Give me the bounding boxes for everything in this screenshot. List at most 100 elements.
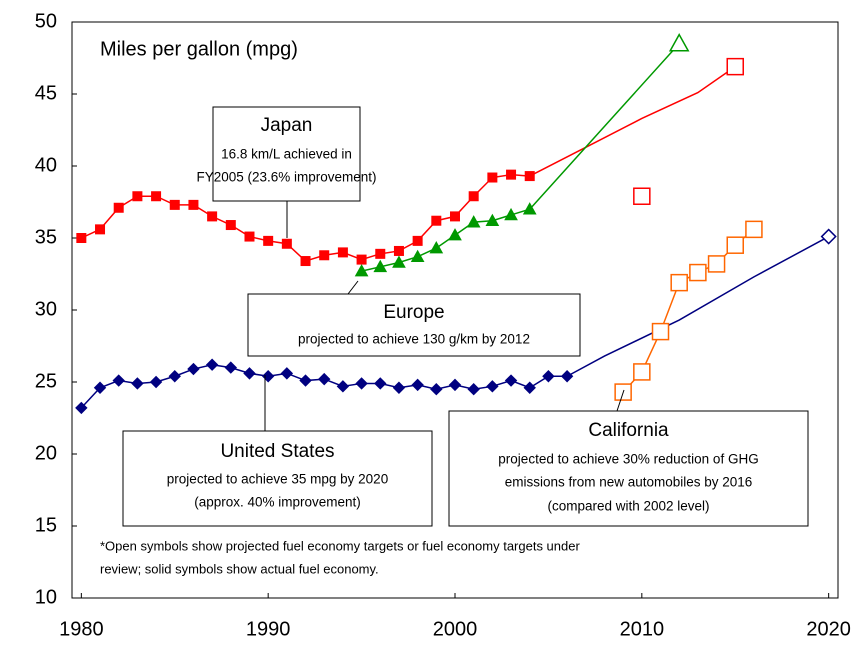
point [450, 211, 460, 222]
point [337, 247, 348, 258]
point [318, 372, 331, 386]
annotation-text: emissions from new automobiles by 2016 [505, 475, 753, 490]
leader-line [347, 280, 359, 295]
point [93, 381, 107, 394]
point [504, 207, 518, 221]
annotation-box [247, 293, 581, 357]
annotation-text: projected to achieve 130 g/km by 2012 [298, 332, 530, 347]
point [392, 255, 406, 268]
point [205, 358, 219, 371]
annotation-box [448, 410, 809, 527]
point [448, 228, 462, 241]
point [392, 381, 406, 394]
point [243, 367, 256, 380]
annotation-box [212, 106, 361, 202]
point [207, 211, 218, 222]
point [132, 191, 143, 202]
point [280, 367, 294, 380]
y-tick-label: 25 [35, 370, 57, 392]
y-tick-label: 30 [35, 298, 57, 320]
y-tick-label: 40 [35, 154, 57, 176]
point [467, 382, 480, 396]
point [745, 220, 763, 239]
point [300, 256, 311, 267]
point [410, 249, 425, 263]
point [668, 33, 690, 52]
point [225, 220, 236, 231]
point [726, 57, 744, 76]
axis-label: Miles per gallon (mpg) [100, 38, 298, 60]
point [151, 191, 162, 202]
point [187, 362, 200, 376]
point [523, 381, 536, 394]
x-tick-label: 1990 [246, 618, 291, 640]
y-tick-label: 50 [35, 10, 57, 32]
point [336, 380, 350, 393]
point [112, 374, 125, 387]
y-tick-label: 10 [35, 586, 57, 608]
point [633, 187, 651, 205]
annotation-text: projected to achieve 30% reduction of GH… [498, 452, 758, 467]
point [726, 236, 744, 254]
point [448, 378, 462, 392]
point [149, 375, 163, 389]
y-tick-label: 35 [35, 226, 57, 248]
annotation-title: United States [220, 441, 334, 462]
point [319, 250, 330, 261]
point [393, 245, 404, 256]
x-tick-label: 2010 [620, 618, 665, 640]
annotation-text: projected to achieve 35 mpg by 2020 [167, 472, 388, 487]
point [506, 169, 517, 180]
point [374, 377, 387, 390]
series-line [566, 235, 830, 377]
point [689, 263, 707, 282]
point [354, 264, 369, 277]
annotation-text: (compared with 2002 level) [547, 499, 709, 514]
series-line [529, 66, 736, 177]
point [820, 228, 837, 245]
y-tick-label: 20 [35, 442, 57, 464]
annotation-text: (approx. 40% improvement) [194, 495, 361, 510]
point [651, 322, 670, 341]
point [412, 235, 423, 246]
point [430, 382, 443, 396]
point [299, 374, 312, 387]
point [244, 231, 255, 242]
point [411, 378, 424, 392]
x-tick-label: 2020 [806, 618, 851, 640]
x-tick-label: 1980 [59, 618, 104, 640]
point [355, 377, 368, 390]
point [168, 370, 181, 383]
point [373, 259, 388, 273]
point [707, 255, 726, 273]
footnote: review; solid symbols show actual fuel e… [100, 561, 379, 576]
point [670, 273, 688, 292]
point [224, 361, 238, 374]
point [169, 199, 180, 210]
point [468, 191, 479, 202]
y-tick-label: 45 [35, 82, 57, 104]
point [76, 233, 87, 243]
point [131, 377, 144, 390]
point [188, 199, 199, 210]
footnote: *Open symbols show projected fuel econom… [100, 538, 580, 553]
series-line [361, 208, 530, 272]
point [261, 370, 275, 383]
point [504, 374, 518, 387]
series-line [529, 43, 680, 210]
point [633, 363, 651, 381]
point [487, 172, 498, 183]
x-tick-label: 2000 [433, 618, 478, 640]
point [485, 213, 500, 227]
point [356, 254, 367, 265]
point [281, 238, 292, 249]
annotation-text: FY2005 (23.6% improvement) [196, 170, 376, 185]
point [431, 215, 442, 226]
y-tick-label: 15 [35, 514, 57, 536]
point [263, 235, 274, 246]
annotation-title: Europe [383, 302, 444, 323]
point [75, 401, 88, 415]
annotation-text: 16.8 km/L achieved in [221, 147, 352, 162]
point [375, 248, 386, 259]
